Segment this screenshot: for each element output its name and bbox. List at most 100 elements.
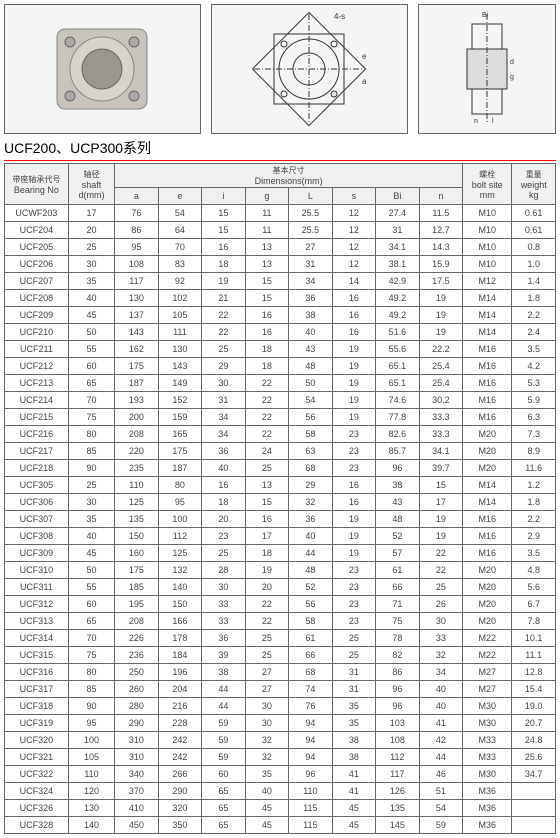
cell-i: 30	[202, 375, 245, 392]
cell-no: UCF315	[5, 647, 69, 664]
cell-a: 162	[115, 341, 158, 358]
cell-l: 58	[289, 426, 332, 443]
cell-bi: 108	[376, 732, 419, 749]
table-row: UCF212601751432918481965.125.4M164.2	[5, 358, 556, 375]
cell-no: UCF313	[5, 613, 69, 630]
cell-i: 39	[202, 647, 245, 664]
cell-bolt: M33	[463, 732, 512, 749]
cell-e: 150	[158, 596, 201, 613]
cell-d: 90	[68, 460, 114, 477]
cell-e: 130	[158, 341, 201, 358]
table-row: UCF3063012595181532164317M141.8	[5, 494, 556, 511]
table-row: UCF20630108831813311238.115.9M101.0	[5, 256, 556, 273]
table-row: UCF215752001593422561977.833.3M166.3	[5, 409, 556, 426]
cell-n: 41	[419, 715, 463, 732]
cell-i: 33	[202, 596, 245, 613]
cell-g: 27	[245, 681, 288, 698]
cell-g: 11	[245, 205, 288, 222]
cell-e: 228	[158, 715, 201, 732]
cell-bi: 42.9	[376, 273, 419, 290]
cell-wt: 6.7	[512, 596, 556, 613]
cell-n: 22	[419, 545, 463, 562]
cell-no: UCF214	[5, 392, 69, 409]
cell-e: 132	[158, 562, 201, 579]
cell-bi: 85.7	[376, 443, 419, 460]
hdr-dims: 基本尺寸 Dimensions(mm)	[115, 164, 463, 188]
cell-e: 112	[158, 528, 201, 545]
diagram-side: Bi d g n l	[418, 4, 556, 134]
cell-a: 310	[115, 749, 158, 766]
cell-bolt: M20	[463, 579, 512, 596]
diagram-photo	[4, 4, 201, 134]
cell-no: UCF312	[5, 596, 69, 613]
cell-n: 26	[419, 596, 463, 613]
cell-l: 32	[289, 494, 332, 511]
cell-a: 208	[115, 426, 158, 443]
table-row: UCF31050175132281948236122M204.8	[5, 562, 556, 579]
table-row: UCF211551621302518431955.622.2M163.5	[5, 341, 556, 358]
cell-no: UCF311	[5, 579, 69, 596]
cell-d: 40	[68, 290, 114, 307]
cell-bolt: M16	[463, 375, 512, 392]
cell-d: 85	[68, 681, 114, 698]
table-row: UCF209451371052216381649.219M142.2	[5, 307, 556, 324]
cell-bi: 49.2	[376, 290, 419, 307]
cell-i: 22	[202, 307, 245, 324]
cell-d: 85	[68, 443, 114, 460]
cell-i: 25	[202, 341, 245, 358]
cell-l: 25.5	[289, 222, 332, 239]
table-row: UCF31890280216443076359640M3019.0	[5, 698, 556, 715]
cell-i: 36	[202, 630, 245, 647]
cell-s: 41	[332, 766, 375, 783]
cell-a: 76	[115, 205, 158, 222]
cell-i: 29	[202, 358, 245, 375]
cell-s: 25	[332, 647, 375, 664]
cell-a: 110	[115, 477, 158, 494]
cell-g: 22	[245, 426, 288, 443]
cell-bi: 31	[376, 222, 419, 239]
cell-l: 36	[289, 511, 332, 528]
cell-a: 193	[115, 392, 158, 409]
cell-e: 266	[158, 766, 201, 783]
cell-bolt: M30	[463, 715, 512, 732]
cell-l: 50	[289, 375, 332, 392]
hdr-g: g	[245, 188, 288, 205]
cell-bolt: M16	[463, 341, 512, 358]
cell-i: 31	[202, 392, 245, 409]
cell-l: 76	[289, 698, 332, 715]
cell-g: 45	[245, 800, 288, 817]
cell-bolt: M22	[463, 630, 512, 647]
cell-bolt: M36	[463, 783, 512, 800]
hdr-a: a	[115, 188, 158, 205]
cell-bolt: M30	[463, 698, 512, 715]
cell-n: 15.9	[419, 256, 463, 273]
cell-wt: 0.61	[512, 205, 556, 222]
cell-wt: 1.8	[512, 494, 556, 511]
cell-e: 175	[158, 443, 201, 460]
cell-wt: 11.6	[512, 460, 556, 477]
cell-l: 40	[289, 324, 332, 341]
cell-wt: 19.0	[512, 698, 556, 715]
series-title: UCF200、UCP300系列	[4, 138, 556, 161]
table-row: UCF32412037029065401104112651M36	[5, 783, 556, 800]
cell-a: 220	[115, 443, 158, 460]
cell-no: UCF322	[5, 766, 69, 783]
cell-bolt: M30	[463, 766, 512, 783]
hdr-bearing: 带座轴承代号 Bearing No	[5, 164, 69, 205]
cell-g: 45	[245, 817, 288, 834]
cell-d: 120	[68, 783, 114, 800]
cell-i: 59	[202, 732, 245, 749]
cell-n: 33.3	[419, 426, 463, 443]
cell-l: 94	[289, 749, 332, 766]
table-row: UCF30735135100201636194819M162.2	[5, 511, 556, 528]
table-row: UCF31470226178362561257833M2210.1	[5, 630, 556, 647]
table-row: UCF3052511080161329163815M141.2	[5, 477, 556, 494]
cell-a: 280	[115, 698, 158, 715]
cell-i: 15	[202, 205, 245, 222]
table-header: 带座轴承代号 Bearing No 轴径 shaft d(mm) 基本尺寸 Di…	[5, 164, 556, 205]
cell-wt: 10.1	[512, 630, 556, 647]
cell-n: 40	[419, 681, 463, 698]
cell-g: 22	[245, 392, 288, 409]
cell-bi: 34.1	[376, 239, 419, 256]
cell-s: 23	[332, 579, 375, 596]
